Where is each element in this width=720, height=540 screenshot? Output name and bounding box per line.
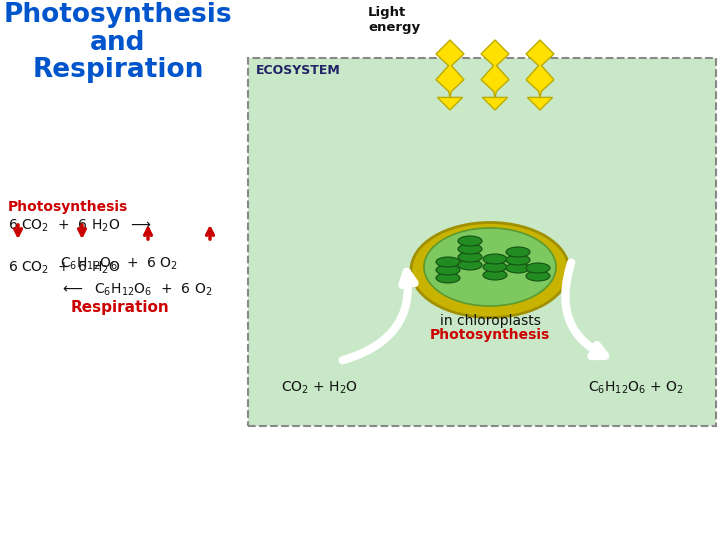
Text: C$_6$H$_{12}$O$_6$  +  6 O$_2$: C$_6$H$_{12}$O$_6$ + 6 O$_2$	[60, 256, 178, 272]
Text: 6 CO$_2$  +  6 H$_2$O  $\longrightarrow$: 6 CO$_2$ + 6 H$_2$O $\longrightarrow$	[8, 218, 152, 234]
FancyBboxPatch shape	[248, 58, 716, 426]
Ellipse shape	[526, 263, 550, 273]
Text: in chloroplasts: in chloroplasts	[440, 314, 541, 328]
Polygon shape	[436, 40, 464, 110]
Text: CO$_2$ + H$_2$O: CO$_2$ + H$_2$O	[282, 380, 359, 396]
Ellipse shape	[506, 255, 530, 265]
Ellipse shape	[483, 262, 507, 272]
Text: and: and	[90, 30, 145, 56]
Polygon shape	[481, 40, 509, 110]
Text: Photosynthesis: Photosynthesis	[430, 328, 550, 342]
Ellipse shape	[411, 222, 569, 318]
Text: Photosynthesis: Photosynthesis	[4, 2, 233, 28]
Ellipse shape	[436, 265, 460, 275]
Ellipse shape	[506, 263, 530, 273]
Text: Respiration: Respiration	[32, 57, 204, 83]
Ellipse shape	[436, 257, 460, 267]
Ellipse shape	[526, 271, 550, 281]
Ellipse shape	[424, 228, 556, 306]
Text: $\longleftarrow$  C$_6$H$_{12}$O$_6$  +  6 O$_2$: $\longleftarrow$ C$_6$H$_{12}$O$_6$ + 6 …	[60, 282, 212, 299]
Ellipse shape	[458, 236, 482, 246]
FancyArrowPatch shape	[343, 272, 415, 360]
Ellipse shape	[458, 244, 482, 254]
Ellipse shape	[483, 254, 507, 264]
Ellipse shape	[458, 260, 482, 270]
Ellipse shape	[483, 270, 507, 280]
Ellipse shape	[506, 247, 530, 257]
Text: Respiration: Respiration	[71, 300, 169, 315]
FancyArrowPatch shape	[565, 262, 605, 356]
Text: Photosynthesis: Photosynthesis	[8, 200, 128, 214]
Ellipse shape	[458, 252, 482, 262]
Text: 6 CO$_2$  +  6 H$_2$O: 6 CO$_2$ + 6 H$_2$O	[8, 260, 120, 276]
Text: Light
energy: Light energy	[368, 6, 420, 34]
Ellipse shape	[436, 273, 460, 283]
Text: C$_6$H$_{12}$O$_6$ + O$_2$: C$_6$H$_{12}$O$_6$ + O$_2$	[588, 380, 684, 396]
Text: ECOSYSTEM: ECOSYSTEM	[256, 64, 341, 77]
Polygon shape	[526, 40, 554, 110]
